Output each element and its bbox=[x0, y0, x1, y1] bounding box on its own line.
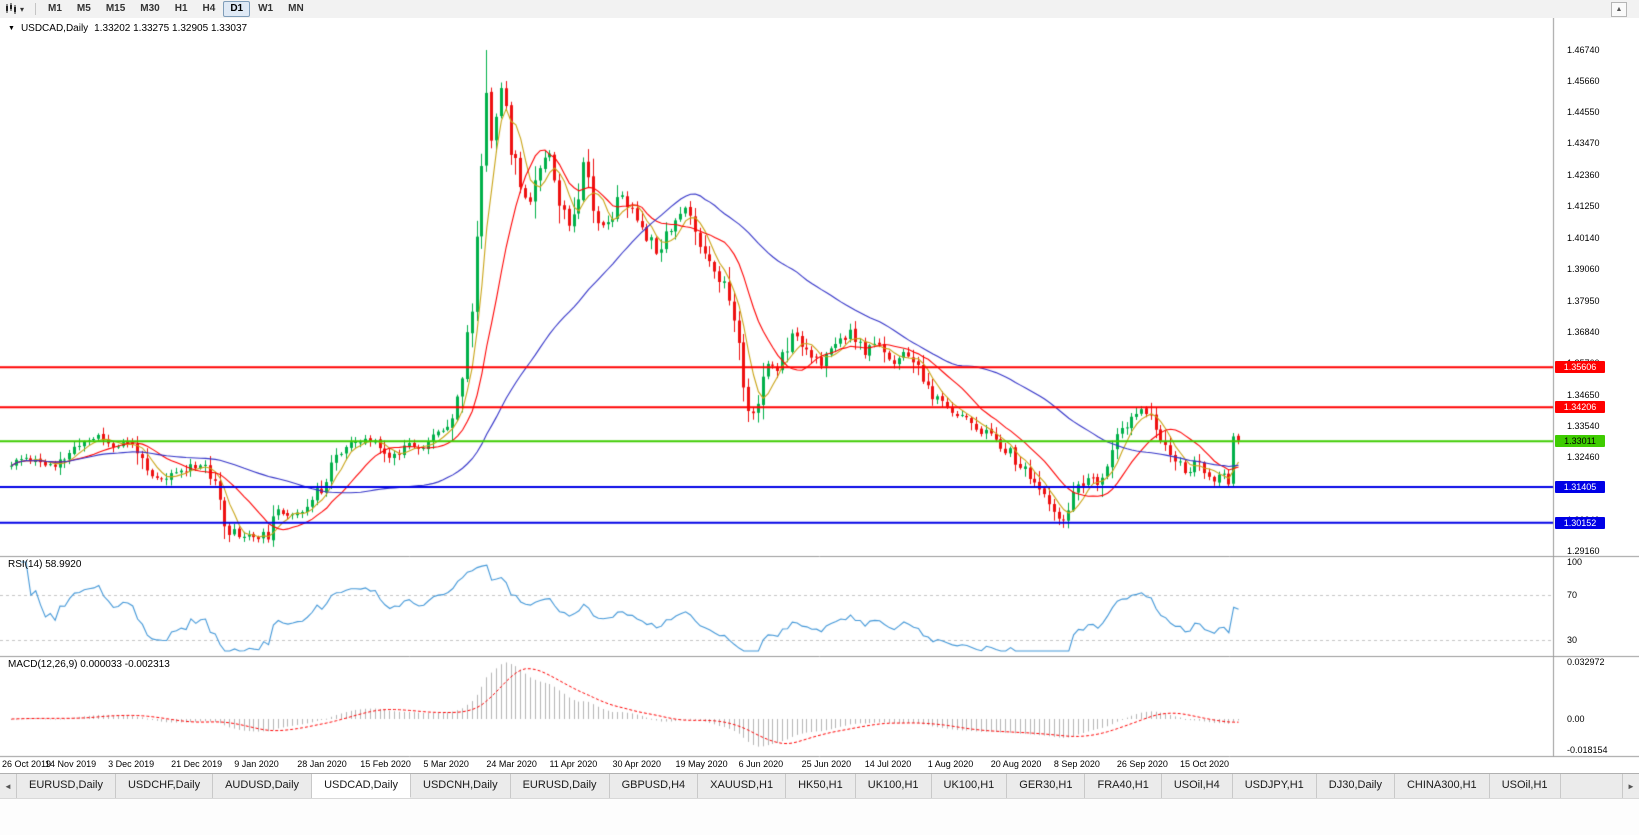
timeframe-button-H4[interactable]: H4 bbox=[202, 3, 216, 14]
price-axis-label: 1.45660 bbox=[1567, 75, 1600, 86]
toolbar-separator bbox=[35, 3, 36, 15]
timeframe-button-MN[interactable]: MN bbox=[288, 3, 304, 14]
timeframe-button-D1[interactable]: D1 bbox=[223, 1, 251, 17]
price-axis-label: 1.39060 bbox=[1567, 263, 1600, 274]
chart-tab-usdjpy-h1[interactable]: USDJPY,H1 bbox=[1232, 774, 1317, 798]
chart-tab-usdcad-daily[interactable]: USDCAD,Daily bbox=[312, 774, 412, 798]
candlestick-chart-icon[interactable] bbox=[3, 2, 19, 16]
time-axis-label: 14 Nov 2019 bbox=[45, 759, 97, 769]
time-axis-label: 20 Aug 2020 bbox=[990, 759, 1042, 769]
time-axis-label: 14 Jul 2020 bbox=[864, 759, 912, 769]
price-axis-label: 1.42360 bbox=[1567, 169, 1600, 180]
status-bar bbox=[0, 798, 1639, 835]
time-axis-label: 28 Jan 2020 bbox=[297, 759, 347, 769]
macd-axis-label: -0.018154 bbox=[1567, 745, 1608, 756]
chart-tab-bar: ◄ EURUSD,Daily USDCHF,Daily AUDUSD,Daily US… bbox=[0, 773, 1639, 798]
price-level-tag: 1.33011 bbox=[1555, 435, 1605, 448]
rsi-axis-label: 30 bbox=[1567, 634, 1578, 645]
chart-tab-xauusd-h1[interactable]: XAUUSD,H1 bbox=[698, 774, 787, 798]
time-axis-label: 11 Apr 2020 bbox=[549, 759, 598, 769]
timeframe-button-H1[interactable]: H1 bbox=[174, 3, 188, 14]
time-axis-label: 15 Oct 2020 bbox=[1179, 759, 1229, 769]
chart-tab-hk50-h1[interactable]: HK50,H1 bbox=[786, 774, 856, 798]
time-axis-label: 26 Oct 2019 bbox=[2, 759, 52, 769]
price-axis-label: 1.40140 bbox=[1567, 233, 1600, 244]
chart-tab-dj30-daily[interactable]: DJ30,Daily bbox=[1316, 774, 1395, 798]
price-axis-label: 1.44550 bbox=[1567, 107, 1600, 118]
price-level-tag: 1.34206 bbox=[1555, 401, 1605, 414]
price-level-tag: 1.35606 bbox=[1555, 361, 1605, 374]
time-axis-label: 3 Dec 2019 bbox=[108, 759, 155, 769]
time-axis-label: 5 Mar 2020 bbox=[423, 759, 469, 769]
symbol-dropdown-icon[interactable]: ▼ bbox=[8, 25, 15, 32]
toolbar-overflow-button[interactable]: ▲ bbox=[1611, 2, 1627, 17]
rsi-axis-label: 100 bbox=[1567, 557, 1583, 567]
time-axis-label: 25 Jun 2020 bbox=[801, 759, 852, 769]
time-axis-label: 9 Jan 2020 bbox=[234, 759, 279, 769]
timeframe-buttons: M1 M5 M15 M30 H1 H4 D1 W1 MN bbox=[41, 1, 311, 17]
chart-tab-ger30-h1[interactable]: GER30,H1 bbox=[1007, 774, 1086, 798]
chart-tab-uk100-h1[interactable]: UK100,H1 bbox=[931, 774, 1008, 798]
price-axis-label: 1.29160 bbox=[1567, 546, 1600, 556]
chart-region: ▼ USDCAD,Daily 1.33202 1.33275 1.32905 1… bbox=[0, 18, 1639, 773]
time-axis-label: 26 Sep 2020 bbox=[1116, 759, 1168, 769]
chart-tab-usoil-h1[interactable]: USOil,H1 bbox=[1489, 774, 1561, 798]
timeframe-button-M15[interactable]: M15 bbox=[105, 3, 126, 14]
chart-tab-eurusd-daily[interactable]: EURUSD,Daily bbox=[17, 774, 116, 798]
chart-tab-fra40-h1[interactable]: FRA40,H1 bbox=[1085, 774, 1162, 798]
rsi-axis-label: 70 bbox=[1567, 590, 1578, 601]
chart-tab-usdcnh-daily[interactable]: USDCNH,Daily bbox=[411, 774, 511, 798]
macd-axis-label: 0.032972 bbox=[1567, 656, 1605, 667]
timeframe-button-M1[interactable]: M1 bbox=[48, 3, 62, 14]
time-axis-label: 8 Sep 2020 bbox=[1053, 759, 1100, 769]
chart-type-dropdown-icon[interactable]: ▾ bbox=[20, 4, 25, 14]
tab-strip: EURUSD,Daily USDCHF,Daily AUDUSD,Daily USDC… bbox=[17, 774, 1622, 798]
chart-tab-china300-h1[interactable]: CHINA300,H1 bbox=[1394, 774, 1490, 798]
tab-scroll-left-icon[interactable]: ◄ bbox=[0, 774, 17, 798]
chart-tab-eurusd-daily[interactable]: EURUSD,Daily bbox=[510, 774, 610, 798]
time-axis-label: 30 Apr 2020 bbox=[612, 759, 662, 769]
rsi-indicator-label: RSI(14) 58.9920 bbox=[8, 559, 82, 570]
chart-tab-gbpusd-h4[interactable]: GBPUSD,H4 bbox=[609, 774, 699, 798]
macd-axis-label: 0.00 bbox=[1567, 714, 1585, 724]
timeframe-button-M5[interactable]: M5 bbox=[76, 3, 91, 14]
time-axis-label: 15 Feb 2020 bbox=[360, 759, 411, 769]
time-axis[interactable]: 26 Oct 2019 14 Nov 2019 3 Dec 2019 21 Dec 2… bbox=[0, 758, 1553, 773]
price-level-tag: 1.30152 bbox=[1555, 516, 1605, 529]
chart-tab-usdchf-daily[interactable]: USDCHF,Daily bbox=[115, 774, 214, 798]
time-axis-label: 24 Mar 2020 bbox=[486, 759, 537, 769]
price-chart-canvas[interactable] bbox=[0, 18, 1639, 758]
chart-ohlc-values: 1.33202 1.33275 1.32905 1.33037 bbox=[94, 23, 248, 34]
price-axis-label: 1.34650 bbox=[1567, 389, 1600, 400]
timeframe-button-M30[interactable]: M30 bbox=[140, 3, 160, 14]
price-axis-label: 1.46740 bbox=[1567, 45, 1600, 55]
chart-symbol-label: USDCAD,Daily bbox=[20, 23, 89, 34]
price-axis-label: 1.41250 bbox=[1567, 201, 1600, 212]
time-axis-label: 6 Jun 2020 bbox=[738, 759, 784, 769]
price-axis-label: 1.33540 bbox=[1567, 421, 1600, 432]
macd-indicator-label: MACD(12,26,9) 0.000033 -0.002313 bbox=[8, 659, 170, 670]
tab-scroll-right-icon[interactable]: ► bbox=[1622, 774, 1639, 798]
time-axis-label: 1 Aug 2020 bbox=[927, 759, 974, 769]
chart-tab-usoil-h4[interactable]: USOil,H4 bbox=[1161, 774, 1233, 798]
time-axis-label: 21 Dec 2019 bbox=[171, 759, 223, 769]
timeframe-toolbar: ▾ M1 M5 M15 M30 H1 H4 D1 W1 MN ▲ bbox=[0, 0, 1639, 19]
price-level-tag: 1.31405 bbox=[1555, 481, 1605, 494]
price-axis-label: 1.36840 bbox=[1567, 327, 1600, 338]
time-axis-label: 19 May 2020 bbox=[675, 759, 728, 769]
chart-title: ▼ USDCAD,Daily 1.33202 1.33275 1.32905 1… bbox=[8, 23, 247, 34]
chart-tab-uk100-h1[interactable]: UK100,H1 bbox=[855, 774, 932, 798]
chart-tab-audusd-daily[interactable]: AUDUSD,Daily bbox=[213, 774, 313, 798]
price-axis-label: 1.43470 bbox=[1567, 138, 1600, 149]
price-axis-label: 1.37950 bbox=[1567, 295, 1600, 306]
timeframe-button-W1[interactable]: W1 bbox=[258, 3, 274, 14]
price-axis-label: 1.32460 bbox=[1567, 451, 1600, 462]
